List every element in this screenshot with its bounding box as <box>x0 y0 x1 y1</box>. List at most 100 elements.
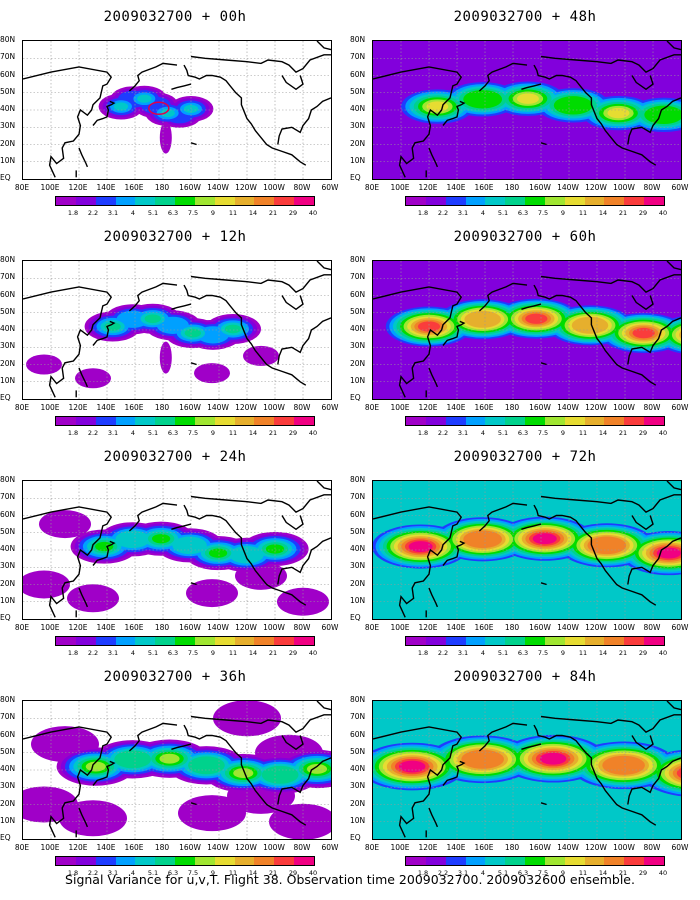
colorbar-swatch <box>115 637 136 645</box>
longitude-label: 100W <box>263 403 285 412</box>
colorbar-label: 2.2 <box>437 869 449 877</box>
longitude-label: 140W <box>207 403 229 412</box>
colorbar-swatch <box>234 417 255 425</box>
contour-band <box>184 328 202 338</box>
contour-band <box>587 536 627 555</box>
colorbar-label: 6.3 <box>167 869 179 877</box>
colorbar-label: 14 <box>598 209 608 217</box>
longitude-label: 180 <box>154 403 170 412</box>
coastline <box>78 147 89 168</box>
colorbar-swatch <box>425 857 446 865</box>
colorbar-label: 40 <box>658 649 668 657</box>
latitude-label: 10N <box>0 595 16 605</box>
latitude-label: 30N <box>350 121 366 131</box>
colorbar-label: 40 <box>658 209 668 217</box>
contour-band <box>676 768 681 779</box>
latitude-label: 70N <box>0 712 16 722</box>
panel-title: 2009032700 + 84h <box>453 669 597 685</box>
latitude-label: EQ <box>0 393 11 402</box>
contour-band <box>208 548 228 558</box>
latitude-label: 80N <box>0 695 16 704</box>
panel-title: 2009032700 + 00h <box>103 9 247 25</box>
coastline <box>128 282 178 312</box>
coastline <box>631 295 654 311</box>
latitude-label: 20N <box>350 138 366 148</box>
colorbar-label: 2.2 <box>437 209 449 217</box>
longitude-label: 180 <box>504 403 520 412</box>
colorbar-swatch <box>445 637 466 645</box>
contour-map <box>373 41 681 179</box>
latitude-label: 40N <box>0 324 16 333</box>
colorbar-swatch <box>95 637 116 645</box>
coastline <box>666 701 681 711</box>
latitude-label: 50N <box>350 306 366 316</box>
map-frame <box>22 700 332 840</box>
colorbar-swatch <box>75 857 96 865</box>
colorbar-label: 14 <box>248 869 258 877</box>
colorbar-swatch <box>254 197 275 205</box>
map-frame <box>22 260 332 400</box>
latitude-label: 10N <box>0 815 16 825</box>
coastline <box>183 724 307 826</box>
colorbar-label: 2.2 <box>87 429 99 437</box>
observation-marker <box>148 101 170 116</box>
figure-caption: Signal Variance for u,v,T. Flight 38. Ob… <box>65 872 635 887</box>
longitude-label: 140W <box>207 183 229 192</box>
colorbar-swatch <box>584 197 605 205</box>
longitude-label: 80E <box>364 623 380 632</box>
colorbar-label: 7.5 <box>537 869 549 877</box>
colorbar-swatch <box>584 857 605 865</box>
panel-title: 2009032700 + 36h <box>103 669 247 685</box>
colorbar-swatch <box>214 417 235 425</box>
colorbar-swatch <box>544 637 565 645</box>
colorbar-swatch <box>406 417 426 425</box>
colorbar-label: 29 <box>638 649 648 657</box>
colorbar-swatch <box>564 857 585 865</box>
longitude-label: 160W <box>179 403 201 412</box>
contour-map <box>373 261 681 399</box>
colorbar-swatch <box>465 197 486 205</box>
contour-band <box>144 314 161 324</box>
colorbar-swatch <box>175 417 195 425</box>
coastline <box>281 515 304 531</box>
colorbar-swatch <box>95 857 116 865</box>
colorbar-swatch <box>234 857 255 865</box>
longitude-label: 140W <box>207 623 229 632</box>
latitude-label: 40N <box>350 764 366 773</box>
colorbar-label: 6.3 <box>167 429 179 437</box>
coastline <box>190 494 331 513</box>
colorbar-swatch <box>95 197 116 205</box>
latitude-label: 70N <box>0 272 16 282</box>
colorbar-swatch <box>465 857 486 865</box>
coastline <box>533 504 657 606</box>
colorbar-swatch <box>56 417 76 425</box>
longitude-label: 120W <box>235 403 257 412</box>
latitude-label: 60N <box>0 509 16 519</box>
latitude-label: EQ <box>0 833 11 842</box>
coastline <box>190 142 197 146</box>
coastline <box>23 506 113 618</box>
contour-band <box>461 749 504 769</box>
colorbar-label: 6.3 <box>167 209 179 217</box>
longitude-label: 80W <box>643 403 661 412</box>
latitude-label: 60N <box>0 289 16 299</box>
colorbar-swatch <box>234 197 255 205</box>
coastline <box>521 523 542 530</box>
latitude-label: 70N <box>350 492 366 502</box>
coastline <box>627 97 681 145</box>
coastline <box>540 802 547 806</box>
contour-band <box>159 341 172 374</box>
colorbar-label: 6.3 <box>517 209 529 217</box>
coastline <box>171 303 192 310</box>
colorbar-swatch <box>544 417 565 425</box>
coastline <box>128 62 178 92</box>
colorbar-label: 29 <box>288 869 298 877</box>
colorbar-label: 3.1 <box>107 869 119 877</box>
longitude-label: 120E <box>68 403 88 412</box>
colorbar-label: 1.8 <box>417 649 429 657</box>
coastline <box>171 743 192 750</box>
longitude-label: 180 <box>154 843 170 852</box>
longitude-label: 120W <box>235 623 257 632</box>
map-panel: 2009032700 + 72h 80N 70N 60N 50N 40N 30N 20N 10N… <box>350 440 700 665</box>
coastline <box>478 722 528 752</box>
